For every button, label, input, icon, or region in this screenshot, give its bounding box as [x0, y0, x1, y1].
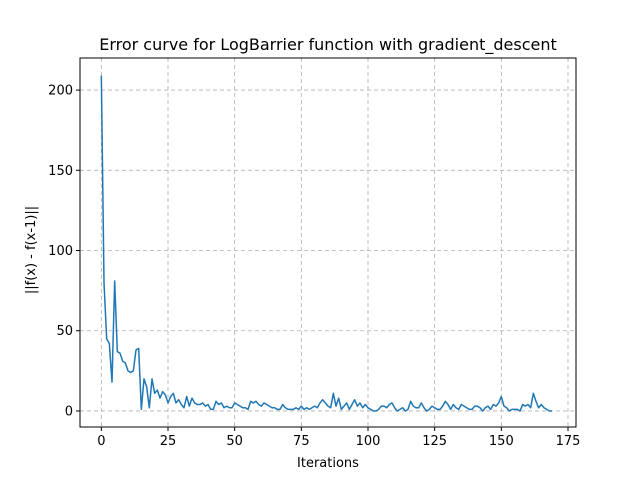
x-tick-label: 150 [489, 434, 514, 449]
series-line [100, 75, 552, 412]
x-axis-label: Iterations [297, 456, 359, 471]
y-tick-label: 150 [48, 164, 73, 179]
data-series [100, 75, 552, 412]
ticks: 0 25 50 75 100 125 150 175 0 50 100 150 200 [48, 84, 580, 449]
y-tick-label: 200 [48, 84, 73, 99]
grid [80, 58, 576, 427]
x-tick-label: 0 [97, 434, 105, 449]
y-tick-label: 50 [56, 324, 73, 339]
y-tick-label: 0 [65, 404, 73, 419]
y-axis-label: ||f(x) - f(x-1)|| [24, 206, 39, 294]
x-tick-label: 125 [422, 434, 447, 449]
chart-title: Error curve for LogBarrier function with… [99, 35, 557, 55]
plot-area-frame [79, 57, 577, 428]
x-tick-label: 175 [556, 434, 581, 449]
x-tick-label: 100 [356, 434, 381, 449]
x-tick-label: 25 [160, 434, 177, 449]
x-tick-label: 75 [293, 434, 310, 449]
x-tick-label: 50 [226, 434, 243, 449]
y-tick-label: 100 [48, 244, 73, 259]
